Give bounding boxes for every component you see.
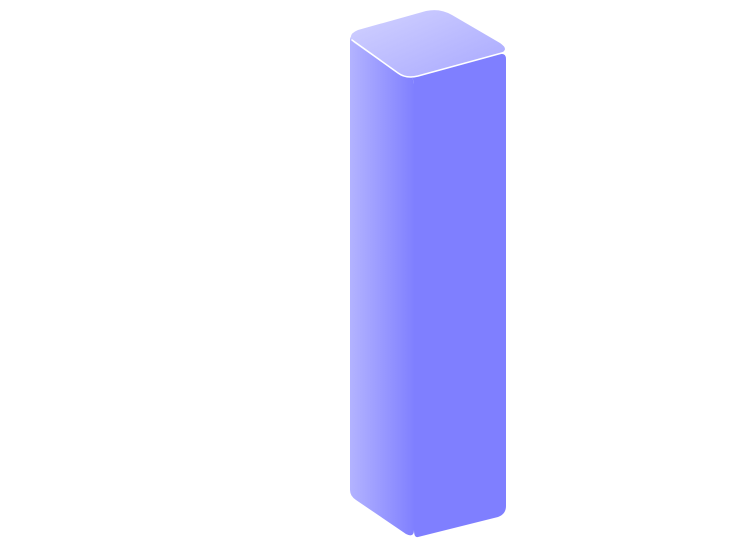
bar-side-face <box>410 53 506 538</box>
bar-front-face <box>350 35 414 536</box>
bar-top-face <box>350 10 505 78</box>
bar-top-highlight <box>351 39 503 78</box>
